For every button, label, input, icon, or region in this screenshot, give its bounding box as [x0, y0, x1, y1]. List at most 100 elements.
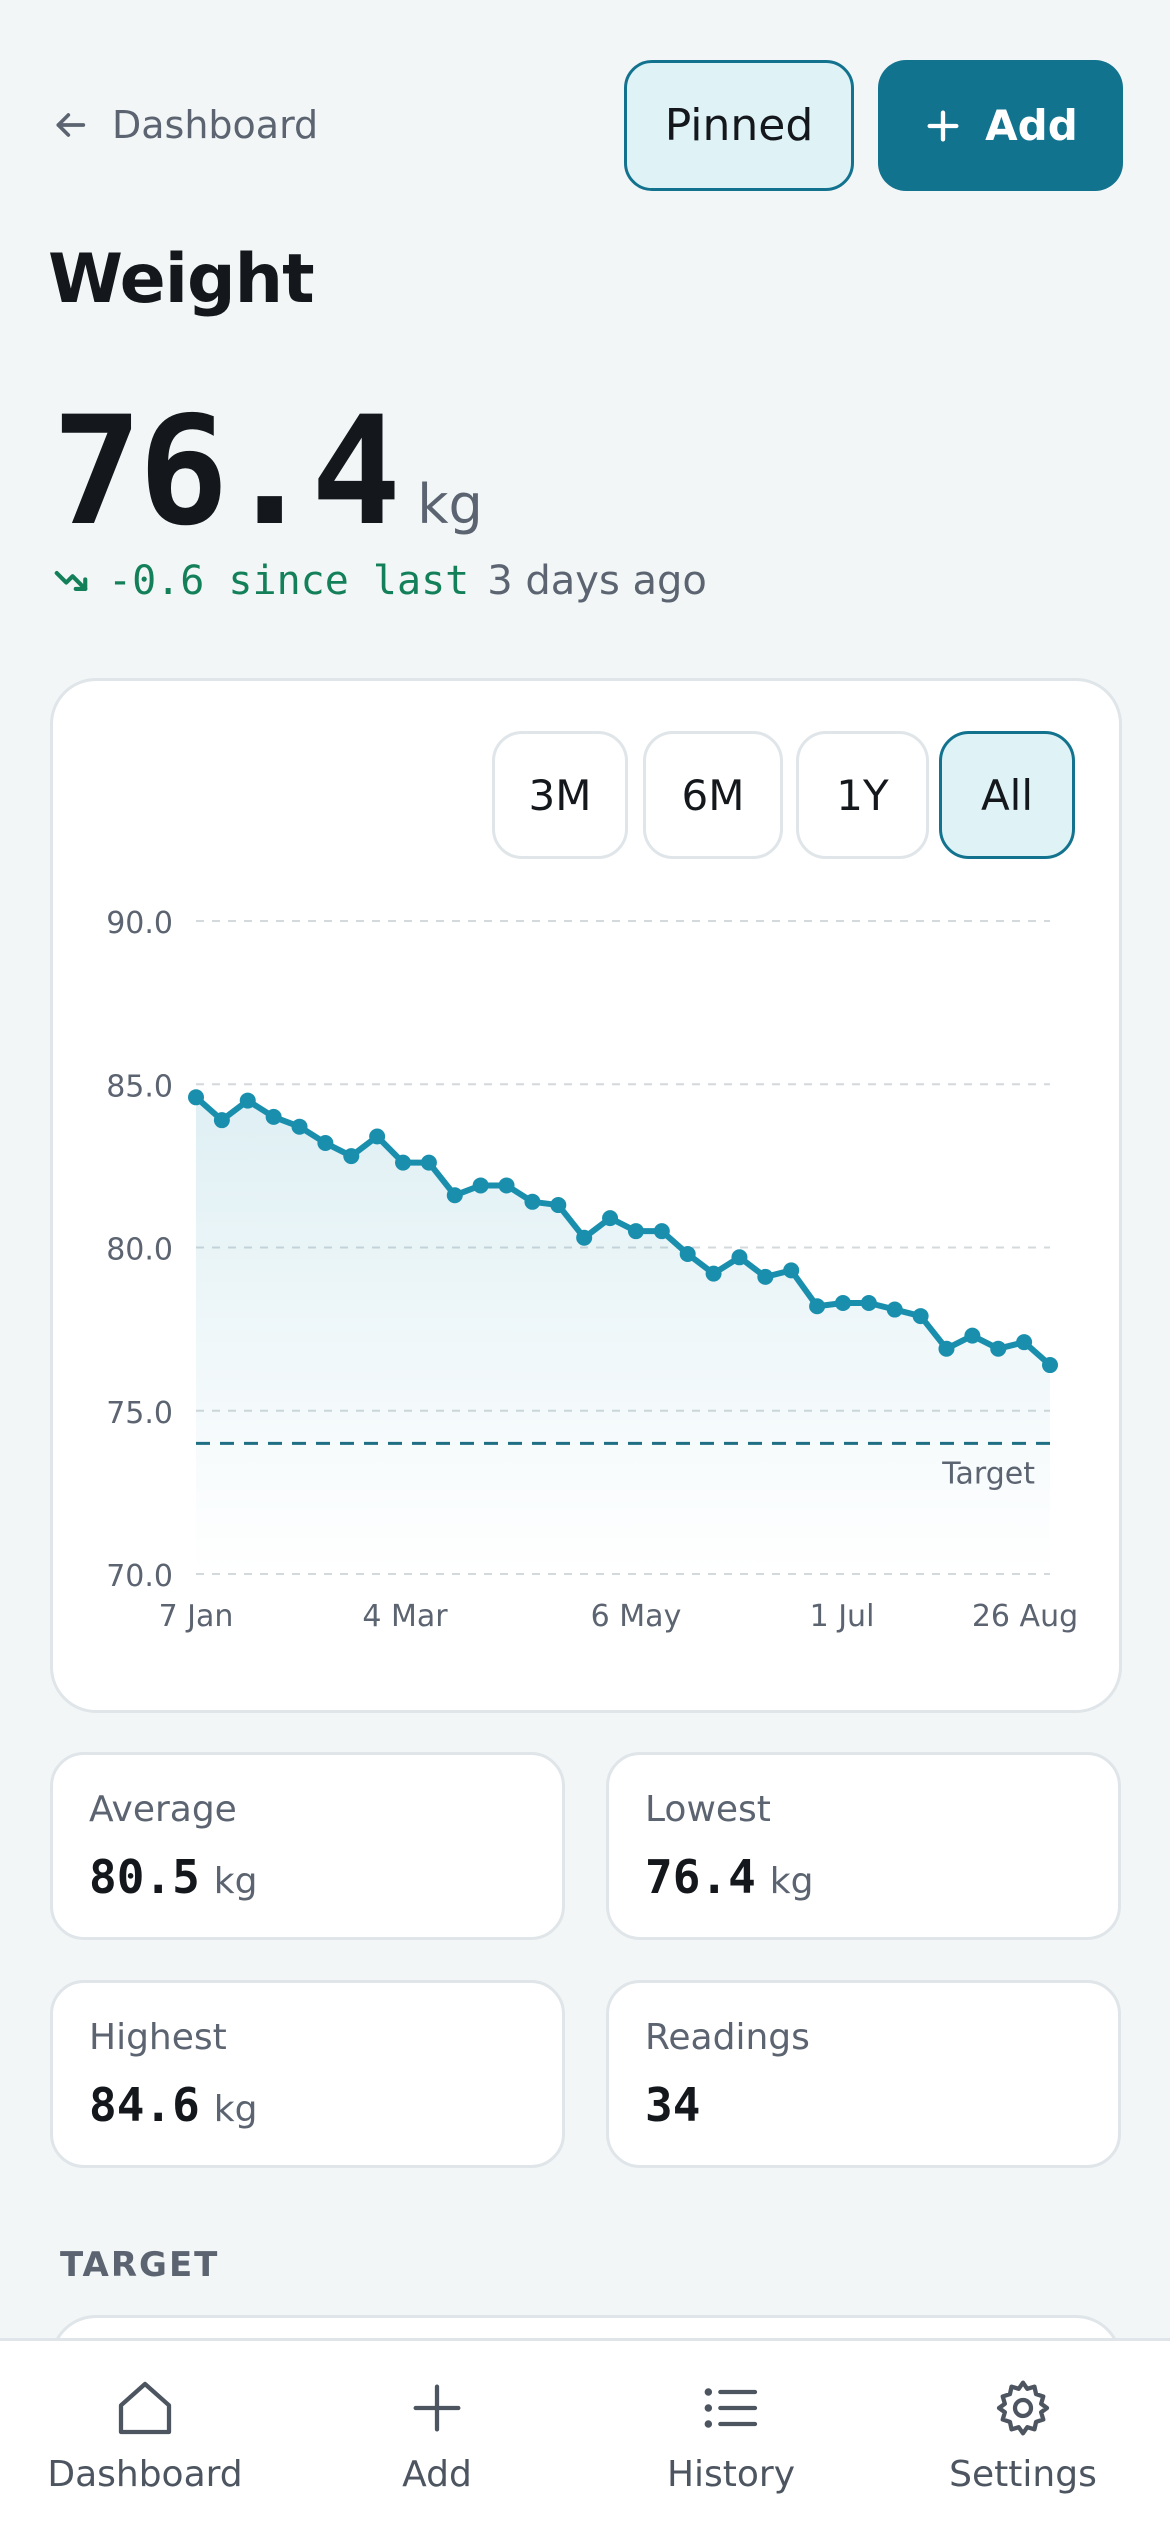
series-line: [193, 1094, 1053, 1369]
data-point[interactable]: [498, 1177, 515, 1194]
data-point[interactable]: [1042, 1357, 1058, 1374]
add-label: Add: [985, 101, 1078, 150]
data-point[interactable]: [938, 1340, 955, 1357]
data-point[interactable]: [602, 1210, 619, 1227]
range-3m-button[interactable]: 3M: [492, 731, 628, 859]
data-point[interactable]: [783, 1262, 800, 1279]
tab-label: Add: [402, 2454, 472, 2495]
add-reading-button[interactable]: Add: [878, 60, 1123, 191]
y-tick-label: 70.0: [106, 1559, 173, 1594]
range-6m-label: 6M: [681, 770, 745, 820]
stat-value: 34: [645, 2078, 701, 2132]
data-point[interactable]: [576, 1229, 593, 1246]
weight-line-chart: Target 70.0 75.0 80.0 85.0 90.0 7 Jan 4 Mar 6 …: [106, 906, 1078, 1634]
tab-add[interactable]: Add: [307, 2376, 567, 2495]
data-point[interactable]: [317, 1135, 334, 1152]
tab-label: Settings: [949, 2454, 1097, 2495]
data-point[interactable]: [679, 1246, 696, 1263]
series-area: [196, 1097, 1050, 1574]
gear-icon: [996, 2380, 1050, 2436]
data-point[interactable]: [369, 1128, 386, 1145]
home-icon: [118, 2381, 172, 2435]
back-button[interactable]: Dashboard: [50, 95, 318, 155]
stat-value: 84.6: [89, 2078, 200, 2132]
section-heading-target: TARGET: [60, 2245, 220, 2285]
data-point[interactable]: [472, 1177, 489, 1194]
bottom-tab-bar: Dashboard Add History Settings: [0, 2338, 1170, 2532]
stat-card-average: Average 80.5 kg: [50, 1752, 565, 1940]
top-bar: Dashboard Pinned Add: [0, 0, 1170, 200]
data-point[interactable]: [550, 1197, 567, 1214]
data-point[interactable]: [213, 1112, 230, 1129]
data-point[interactable]: [420, 1154, 437, 1171]
range-6m-button[interactable]: 6M: [643, 731, 783, 859]
tab-history[interactable]: History: [601, 2376, 861, 2495]
stat-value: 76.4: [645, 1850, 756, 1904]
x-tick-label: 4 Mar: [362, 1599, 448, 1634]
data-point[interactable]: [446, 1187, 463, 1204]
data-point[interactable]: [809, 1298, 826, 1315]
data-point[interactable]: [757, 1268, 774, 1285]
stat-card-highest: Highest 84.6 kg: [50, 1980, 565, 2168]
tab-dashboard[interactable]: Dashboard: [15, 2376, 275, 2495]
data-point[interactable]: [653, 1223, 670, 1240]
page-title: Weight: [48, 240, 315, 319]
stat-value: 80.5: [89, 1850, 200, 1904]
data-point[interactable]: [343, 1148, 360, 1165]
y-tick-label: 85.0: [106, 1069, 173, 1104]
stat-unit: kg: [769, 1861, 814, 1902]
stat-unit: kg: [213, 1861, 258, 1902]
range-3m-label: 3M: [528, 770, 592, 820]
data-point[interactable]: [188, 1089, 204, 1106]
data-point[interactable]: [524, 1193, 541, 1210]
y-tick-label: 80.0: [106, 1233, 173, 1268]
range-all-label: All: [980, 770, 1034, 820]
x-tick-label: 1 Jul: [810, 1599, 875, 1634]
data-point[interactable]: [265, 1108, 282, 1125]
x-tick-label: 6 May: [591, 1599, 682, 1634]
tab-label: History: [666, 2454, 796, 2495]
data-point[interactable]: [627, 1223, 644, 1240]
data-point[interactable]: [1016, 1334, 1033, 1351]
weight-change-value: -0.6 since last: [108, 558, 470, 604]
weight-change: -0.6 since last 3 days ago: [52, 558, 707, 604]
stat-unit: kg: [213, 2089, 258, 2130]
current-weight-unit: kg: [417, 473, 483, 536]
data-point[interactable]: [705, 1265, 722, 1282]
data-point[interactable]: [395, 1154, 412, 1171]
tab-settings[interactable]: Settings: [893, 2376, 1153, 2495]
data-point[interactable]: [990, 1340, 1007, 1357]
range-1y-label: 1Y: [836, 770, 889, 820]
data-point[interactable]: [912, 1308, 929, 1325]
y-tick-label: 90.0: [106, 906, 173, 941]
stat-label: Average: [89, 1789, 237, 1830]
arrow-left-icon: [56, 113, 86, 137]
data-point[interactable]: [860, 1295, 877, 1312]
pinned-label: Pinned: [664, 100, 814, 151]
data-point[interactable]: [834, 1295, 851, 1312]
data-point[interactable]: [291, 1118, 308, 1135]
range-1y-button[interactable]: 1Y: [796, 731, 929, 859]
pinned-button[interactable]: Pinned: [624, 60, 854, 191]
data-point[interactable]: [239, 1092, 256, 1109]
current-weight: 76.4 kg: [52, 385, 483, 559]
plus-icon: [413, 2384, 461, 2432]
plus-icon: [927, 110, 959, 141]
stat-label: Highest: [89, 2017, 227, 2058]
tab-label: Dashboard: [47, 2454, 243, 2495]
x-tick-label: 26 Aug: [972, 1599, 1078, 1634]
stat-card-readings: Readings 34: [606, 1980, 1121, 2168]
trend-down-icon: [54, 571, 88, 591]
target-line-label: Target: [941, 1456, 1035, 1491]
stat-label: Readings: [645, 2017, 810, 2058]
back-label: Dashboard: [112, 103, 319, 147]
y-tick-label: 75.0: [106, 1396, 173, 1431]
data-point[interactable]: [886, 1301, 903, 1318]
current-weight-value: 76.4: [52, 385, 401, 559]
range-all-button[interactable]: All: [939, 731, 1075, 859]
weight-chart-card: 3M 6M 1Y All Target 70.0 75.0 80.0 85.0 90.0…: [50, 678, 1122, 1713]
x-tick-label: 7 Jan: [159, 1599, 234, 1634]
list-icon: [704, 2388, 758, 2428]
data-point[interactable]: [731, 1249, 748, 1266]
data-point[interactable]: [964, 1327, 981, 1344]
